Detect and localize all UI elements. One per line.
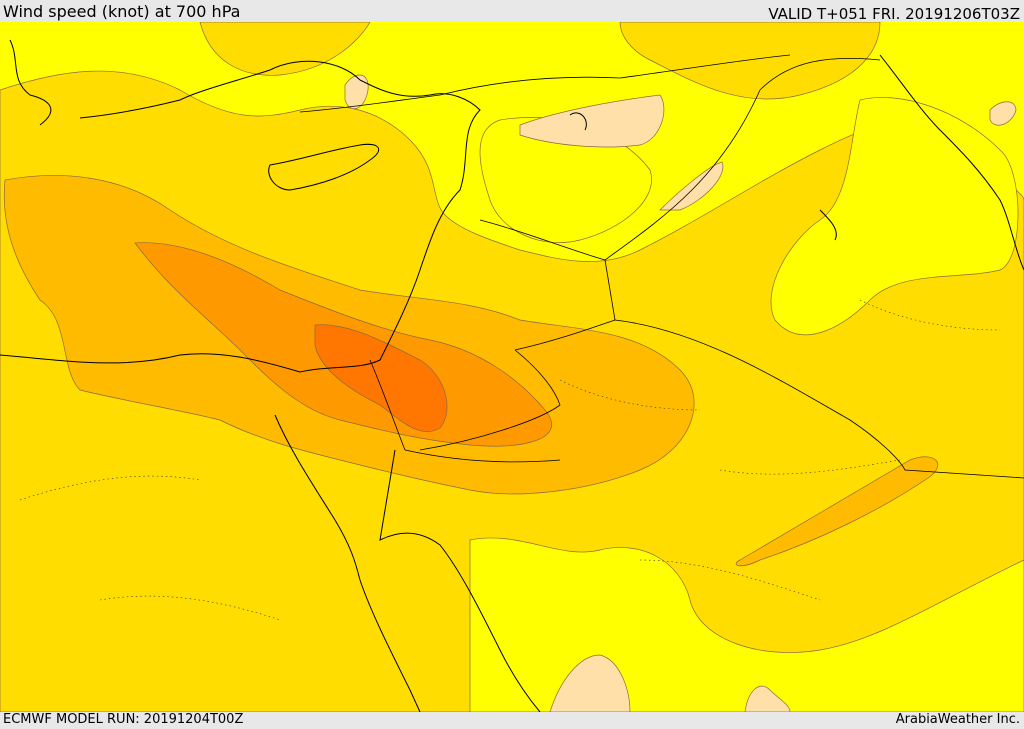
brand-label: ArabiaWeather Inc. <box>895 712 1020 727</box>
calm-area-5 <box>744 685 791 712</box>
calm-area-1 <box>519 94 665 148</box>
calm-area-6 <box>989 101 1017 126</box>
country-borders <box>299 54 1024 479</box>
province-lines <box>19 299 1001 621</box>
map-title: Wind speed (knot) at 700 hPa <box>3 2 241 21</box>
map-footer: ECMWF MODEL RUN: 20191204T00Z ArabiaWeat… <box>0 712 1024 729</box>
calm-area-4 <box>549 654 631 712</box>
coastlines <box>0 39 1024 712</box>
level-1-area-east <box>770 97 1019 336</box>
map-header: Wind speed (knot) at 700 hPa VALID T+051… <box>0 0 1024 23</box>
map-canvas <box>0 22 1024 712</box>
valid-time: VALID T+051 FRI. 20191206T03Z <box>768 5 1020 23</box>
level-2-area-top <box>199 22 371 76</box>
model-run: ECMWF MODEL RUN: 20191204T00Z <box>3 712 244 727</box>
level-2-area-top-right <box>619 22 881 100</box>
level-5-area <box>314 324 448 433</box>
level-3-band-southeast <box>735 456 939 567</box>
wind-speed-map <box>0 22 1024 712</box>
